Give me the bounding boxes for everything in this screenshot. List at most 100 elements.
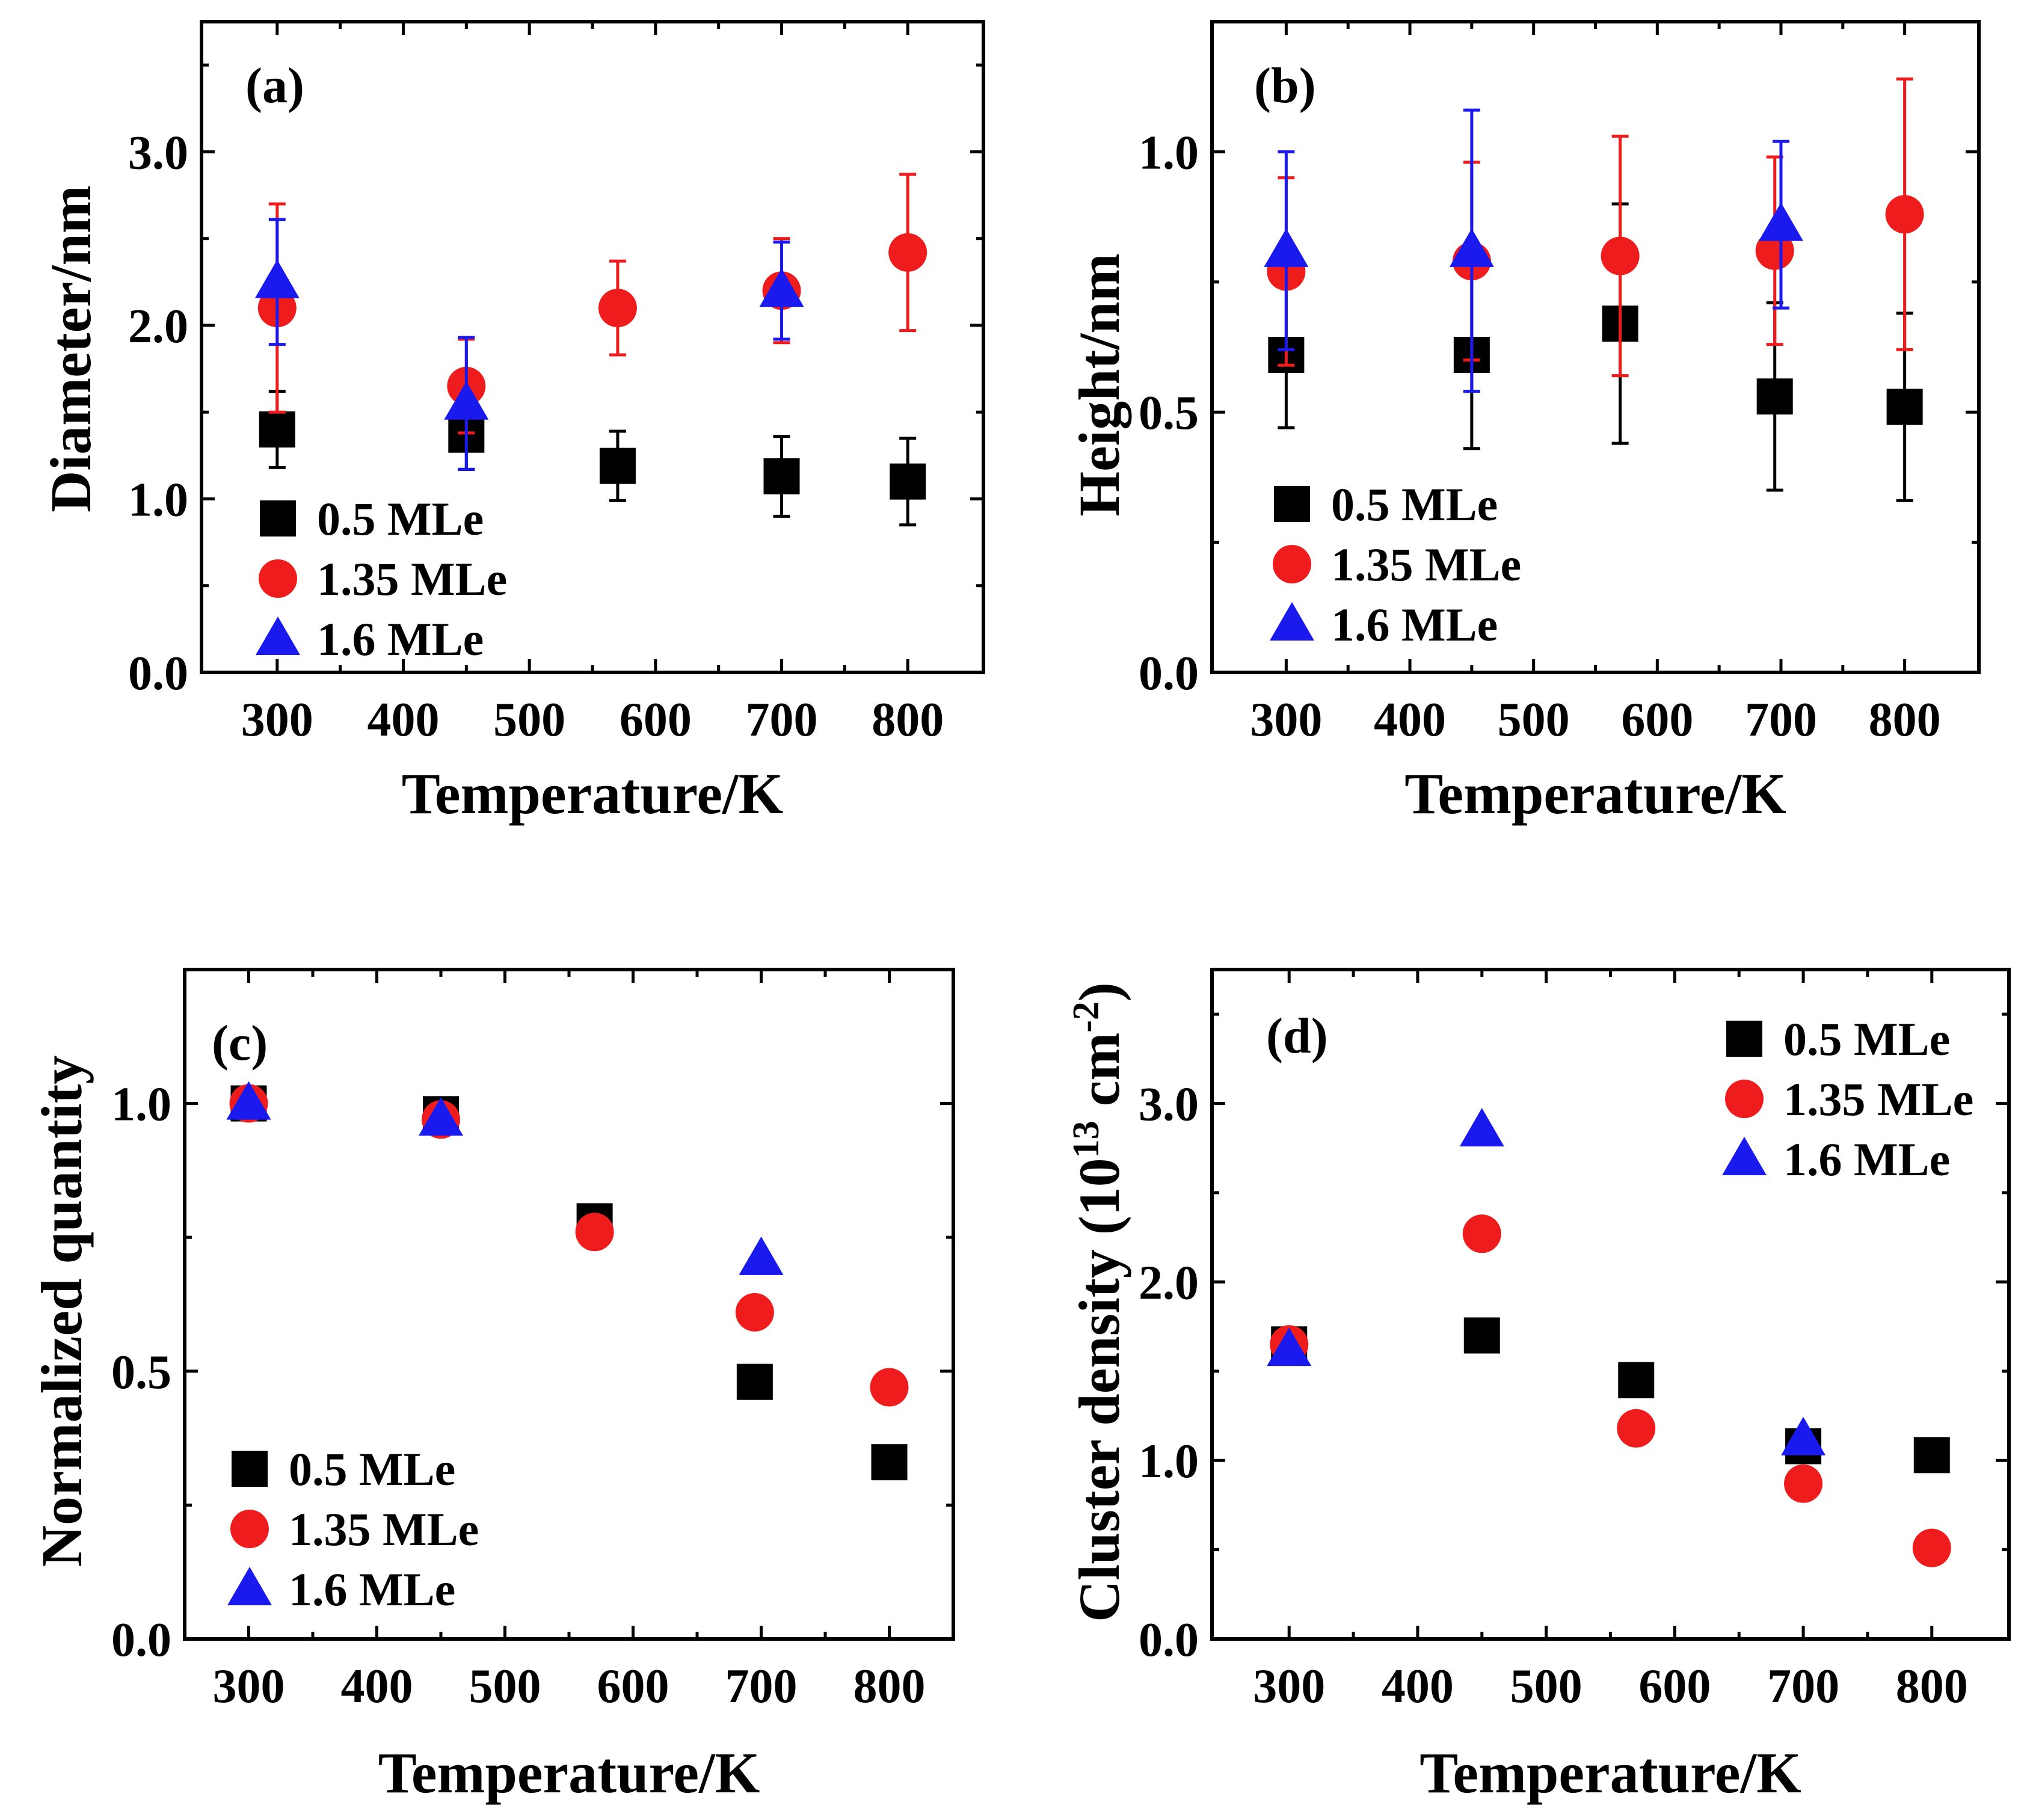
legend-marker-square <box>260 500 296 536</box>
y-tick-label: 1.0 <box>111 1078 171 1131</box>
x-tick-label: 300 <box>1253 1660 1325 1713</box>
legend: 0.5 MLe 1.35 MLe 1.6 MLe <box>256 493 507 665</box>
legend-marker-triangle <box>256 616 300 655</box>
series-square <box>1271 1317 1950 1474</box>
series-circle <box>1270 1214 1951 1567</box>
series-triangle <box>226 1081 784 1275</box>
data-point-circle <box>1617 1409 1656 1448</box>
y-tick-label: 1.0 <box>128 473 188 526</box>
series-square <box>259 390 926 527</box>
x-tick-label: 500 <box>493 693 565 746</box>
x-tick-label: 600 <box>597 1660 669 1713</box>
panel-label: (b) <box>1254 58 1316 114</box>
plot-frame <box>1210 968 2011 1641</box>
x-tick-label: 600 <box>620 693 692 746</box>
legend-marker-circle <box>1725 1080 1764 1118</box>
x-tick-label: 500 <box>1510 1660 1582 1713</box>
data-point-circle <box>1885 195 1924 234</box>
legend-label: 1.6 MLe <box>1331 598 1498 651</box>
data-point-triangle <box>1264 228 1309 267</box>
y-tick-label: 1.0 <box>1139 1435 1199 1488</box>
x-tick-label: 400 <box>1374 693 1446 746</box>
legend-marker-circle <box>1273 545 1311 583</box>
legend-label: 1.35 MLe <box>1783 1073 1973 1125</box>
x-tick-label: 800 <box>854 1660 926 1713</box>
legend-marker-square <box>232 1451 268 1487</box>
legend-label: 1.6 MLe <box>289 1563 455 1616</box>
y-axis-title: Height/nm <box>1067 253 1131 516</box>
data-point-square <box>736 1363 773 1400</box>
y-tick-label: 0.0 <box>1139 1614 1199 1667</box>
x-tick-label: 600 <box>1621 693 1693 746</box>
y-tick-label: 1.0 <box>1139 126 1199 179</box>
data-point-triangle <box>1781 1416 1826 1456</box>
y-axis-title-sup: -2 <box>1066 1001 1107 1033</box>
data-point-circle <box>1462 1214 1501 1253</box>
data-point-square <box>259 411 295 448</box>
data-point-triangle <box>1449 228 1494 267</box>
data-point-triangle <box>254 259 300 298</box>
data-point-circle <box>1755 231 1794 270</box>
y-tick-label: 0.0 <box>128 647 188 700</box>
series-triangle <box>254 218 804 471</box>
data-point-triangle <box>1758 202 1803 241</box>
y-axis-title-part: Cluster density (10 <box>1067 1158 1131 1622</box>
x-tick-label: 300 <box>213 1660 285 1713</box>
data-point-triangle <box>419 1097 463 1136</box>
x-tick-label: 600 <box>1638 1660 1711 1713</box>
x-axis-title: Temperature/K <box>1419 1741 1801 1805</box>
legend: 0.5 MLe 1.35 MLe 1.6 MLe <box>227 1443 479 1616</box>
data-point-square <box>1913 1437 1950 1474</box>
series-circle <box>257 173 927 435</box>
x-axis-title: Temperature/K <box>1404 761 1786 826</box>
data-point-circle <box>598 289 637 328</box>
y-tick-label: 2.0 <box>1139 1256 1199 1309</box>
legend-label: 1.6 MLe <box>317 613 484 665</box>
data-point-triangle <box>444 381 489 420</box>
x-tick-label: 400 <box>367 693 439 746</box>
legend-marker-circle <box>259 559 297 598</box>
legend-marker-square <box>1726 1021 1762 1057</box>
y-tick-label: 0.0 <box>111 1614 171 1667</box>
legend-marker-square <box>1274 486 1310 522</box>
x-tick-label: 400 <box>1382 1660 1454 1713</box>
legend-marker-triangle <box>1270 602 1314 641</box>
legend: 0.5 MLe 1.35 MLe 1.6 MLe <box>1722 1013 1973 1185</box>
data-point-circle <box>1912 1528 1951 1567</box>
panel-label: (a) <box>245 58 304 114</box>
plot-frame <box>1210 20 1981 674</box>
series-circle <box>1267 77 1924 378</box>
panel-label: (d) <box>1266 1008 1328 1064</box>
legend-label: 0.5 MLe <box>1331 478 1498 530</box>
x-tick-label: 400 <box>341 1660 413 1713</box>
data-point-triangle <box>759 268 804 307</box>
data-point-square <box>763 458 800 494</box>
legend-label: 1.35 MLe <box>289 1503 479 1555</box>
y-tick-label: 0.5 <box>1139 387 1199 440</box>
series-circle <box>229 1084 909 1407</box>
data-point-triangle <box>226 1081 271 1120</box>
x-axis-title: Temperature/K <box>378 1741 760 1805</box>
panel-c: 300 400 500 600 700 800 0.0 0.5 1.0 Temperature/K… <box>29 968 955 1805</box>
data-point-triangle <box>1267 1327 1312 1367</box>
legend-marker-triangle <box>227 1567 272 1605</box>
x-axis-title: Temperature/K <box>402 761 784 826</box>
data-point-triangle <box>1459 1108 1504 1147</box>
y-tick-label: 3.0 <box>1139 1078 1199 1131</box>
data-point-circle <box>1784 1464 1823 1503</box>
y-axis-title: Cluster density (1013 cm-2) <box>1066 982 1131 1622</box>
data-point-square <box>1756 378 1793 415</box>
y-tick-label: 2.0 <box>128 300 188 353</box>
x-tick-label: 700 <box>1745 693 1817 746</box>
data-point-triangle <box>739 1236 784 1275</box>
data-point-circle <box>1601 236 1640 275</box>
legend-label: 0.5 MLe <box>317 493 484 545</box>
x-tick-label: 700 <box>725 1660 798 1713</box>
legend: 0.5 MLe 1.35 MLe 1.6 MLe <box>1270 478 1521 651</box>
y-axis-title-sup: 13 <box>1066 1121 1107 1158</box>
data-point-circle <box>735 1293 774 1332</box>
data-point-square <box>599 447 636 484</box>
x-tick-label: 800 <box>1869 693 1941 746</box>
legend-label: 0.5 MLe <box>289 1443 455 1495</box>
